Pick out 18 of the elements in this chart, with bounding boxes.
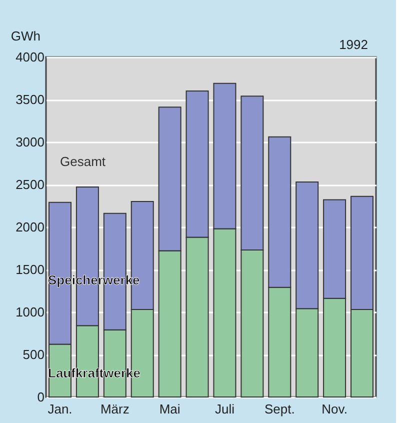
x-tick-label: Sept.	[264, 402, 295, 416]
x-tick-label: Mai	[159, 402, 180, 416]
chart-title: 1992	[339, 37, 368, 52]
y-tick-label: 4000	[16, 50, 44, 64]
x-tick-label: Jan.	[48, 402, 72, 416]
y-tick-label: 3500	[16, 92, 44, 107]
y-axis-title: GWh	[10, 28, 40, 44]
x-tick-label: März	[100, 402, 130, 416]
y-tick-label: 1000	[16, 304, 44, 320]
y-tick-label: 0	[37, 390, 44, 404]
annotation: Gesamt	[60, 154, 106, 169]
x-tick-label: Nov.	[322, 402, 348, 416]
y-tick-label: 3000	[16, 134, 44, 150]
y-tick-label: 2500	[16, 177, 44, 192]
y-tick-label: 2000	[16, 220, 44, 234]
x-tick-label: Juli	[214, 402, 235, 416]
y-tick-label: 1500	[16, 262, 44, 277]
y-tick-label: 500	[22, 347, 44, 362]
